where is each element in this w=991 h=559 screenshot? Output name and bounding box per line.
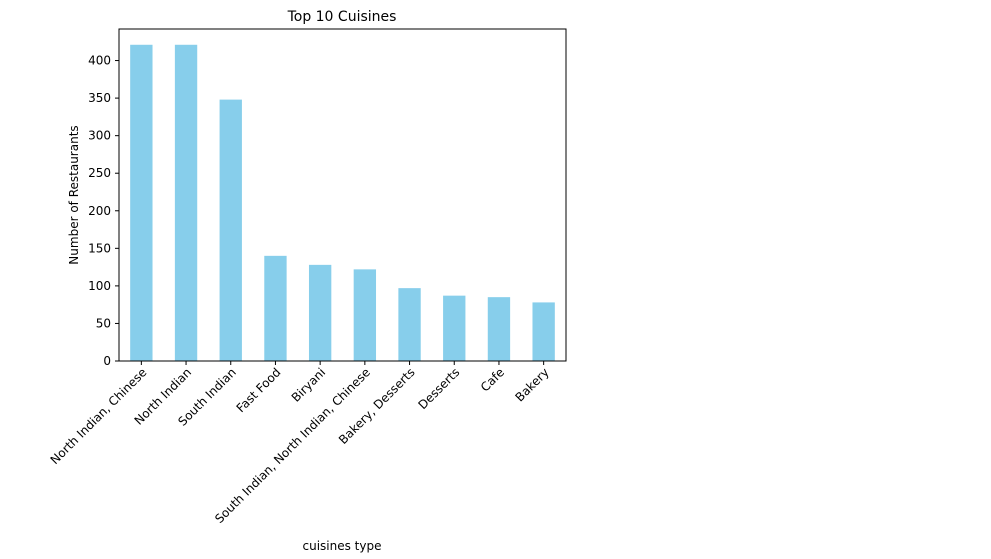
x-tick-label-3: Fast Food xyxy=(234,365,284,415)
bar-2 xyxy=(219,99,242,362)
bar-7 xyxy=(443,295,466,361)
y-axis-label: Number of Restaurants xyxy=(67,125,81,264)
x-tick-label-7: Desserts xyxy=(415,365,462,412)
x-tick-label-9: Bakery xyxy=(513,365,552,404)
y-tick-label-5: 250 xyxy=(88,166,111,180)
x-axis-label: cuisines type xyxy=(303,539,382,553)
bar-9 xyxy=(532,302,555,361)
bar-6 xyxy=(398,288,421,361)
y-tick-label-2: 100 xyxy=(88,279,111,293)
bar-3 xyxy=(264,255,287,361)
y-tick-label-3: 150 xyxy=(88,241,111,255)
x-tick-label-8: Cafe xyxy=(478,365,507,394)
plot-frame xyxy=(118,28,567,362)
x-tick-label-6: Bakery, Desserts xyxy=(336,365,418,447)
y-tick-label-6: 300 xyxy=(88,129,111,143)
bar-0 xyxy=(130,44,153,362)
bar-4 xyxy=(308,264,332,361)
bar-8 xyxy=(487,297,511,361)
y-tick-label-7: 350 xyxy=(88,91,111,105)
bars xyxy=(130,44,555,362)
x-tick-label-4: Biryani xyxy=(289,365,329,405)
y-axis-ticks: 0 50 100 150 200 250 300 350 400 xyxy=(88,54,119,368)
y-tick-label-1: 50 xyxy=(96,316,111,330)
y-tick-label-0: 0 xyxy=(103,354,111,368)
x-tick-label-5: South Indian, North Indian, Chinese xyxy=(212,365,373,526)
y-tick-label-4: 200 xyxy=(88,204,111,218)
bar-5 xyxy=(353,269,377,361)
bar-1 xyxy=(174,44,198,362)
chart-title: Top 10 Cuisines xyxy=(287,9,397,25)
y-tick-label-8: 400 xyxy=(88,54,111,68)
